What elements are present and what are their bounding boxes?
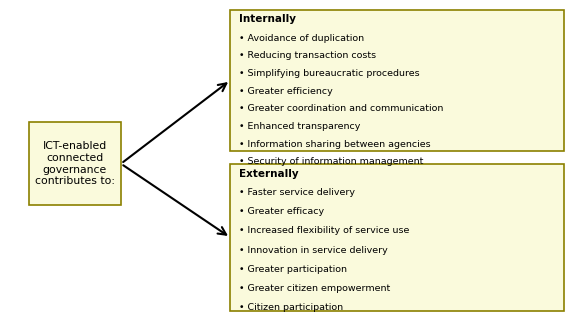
Text: Internally: Internally [239,14,296,24]
Text: • Information sharing between agencies: • Information sharing between agencies [239,140,431,149]
Text: • Greater efficacy: • Greater efficacy [239,207,324,216]
Text: • Greater efficiency: • Greater efficiency [239,87,333,96]
Text: • Simplifying bureaucratic procedures: • Simplifying bureaucratic procedures [239,69,420,78]
Text: Externally: Externally [239,169,299,178]
Text: • Greater participation: • Greater participation [239,265,347,274]
Text: • Innovation in service delivery: • Innovation in service delivery [239,246,388,255]
FancyBboxPatch shape [29,122,121,205]
Text: • Reducing transaction costs: • Reducing transaction costs [239,51,376,60]
Text: • Avoidance of duplication: • Avoidance of duplication [239,34,364,43]
Text: • Security of information management: • Security of information management [239,157,423,166]
FancyBboxPatch shape [230,10,564,151]
Text: • Greater citizen empowerment: • Greater citizen empowerment [239,284,391,293]
Text: • Faster service delivery: • Faster service delivery [239,188,355,197]
FancyBboxPatch shape [230,164,564,311]
Text: • Greater coordination and communication: • Greater coordination and communication [239,104,444,113]
Text: • Increased flexibility of service use: • Increased flexibility of service use [239,226,410,235]
Text: • Citizen participation: • Citizen participation [239,303,343,312]
Text: • Enhanced transparency: • Enhanced transparency [239,122,361,131]
Text: ICT-enabled
connected
governance
contributes to:: ICT-enabled connected governance contrib… [35,141,115,186]
